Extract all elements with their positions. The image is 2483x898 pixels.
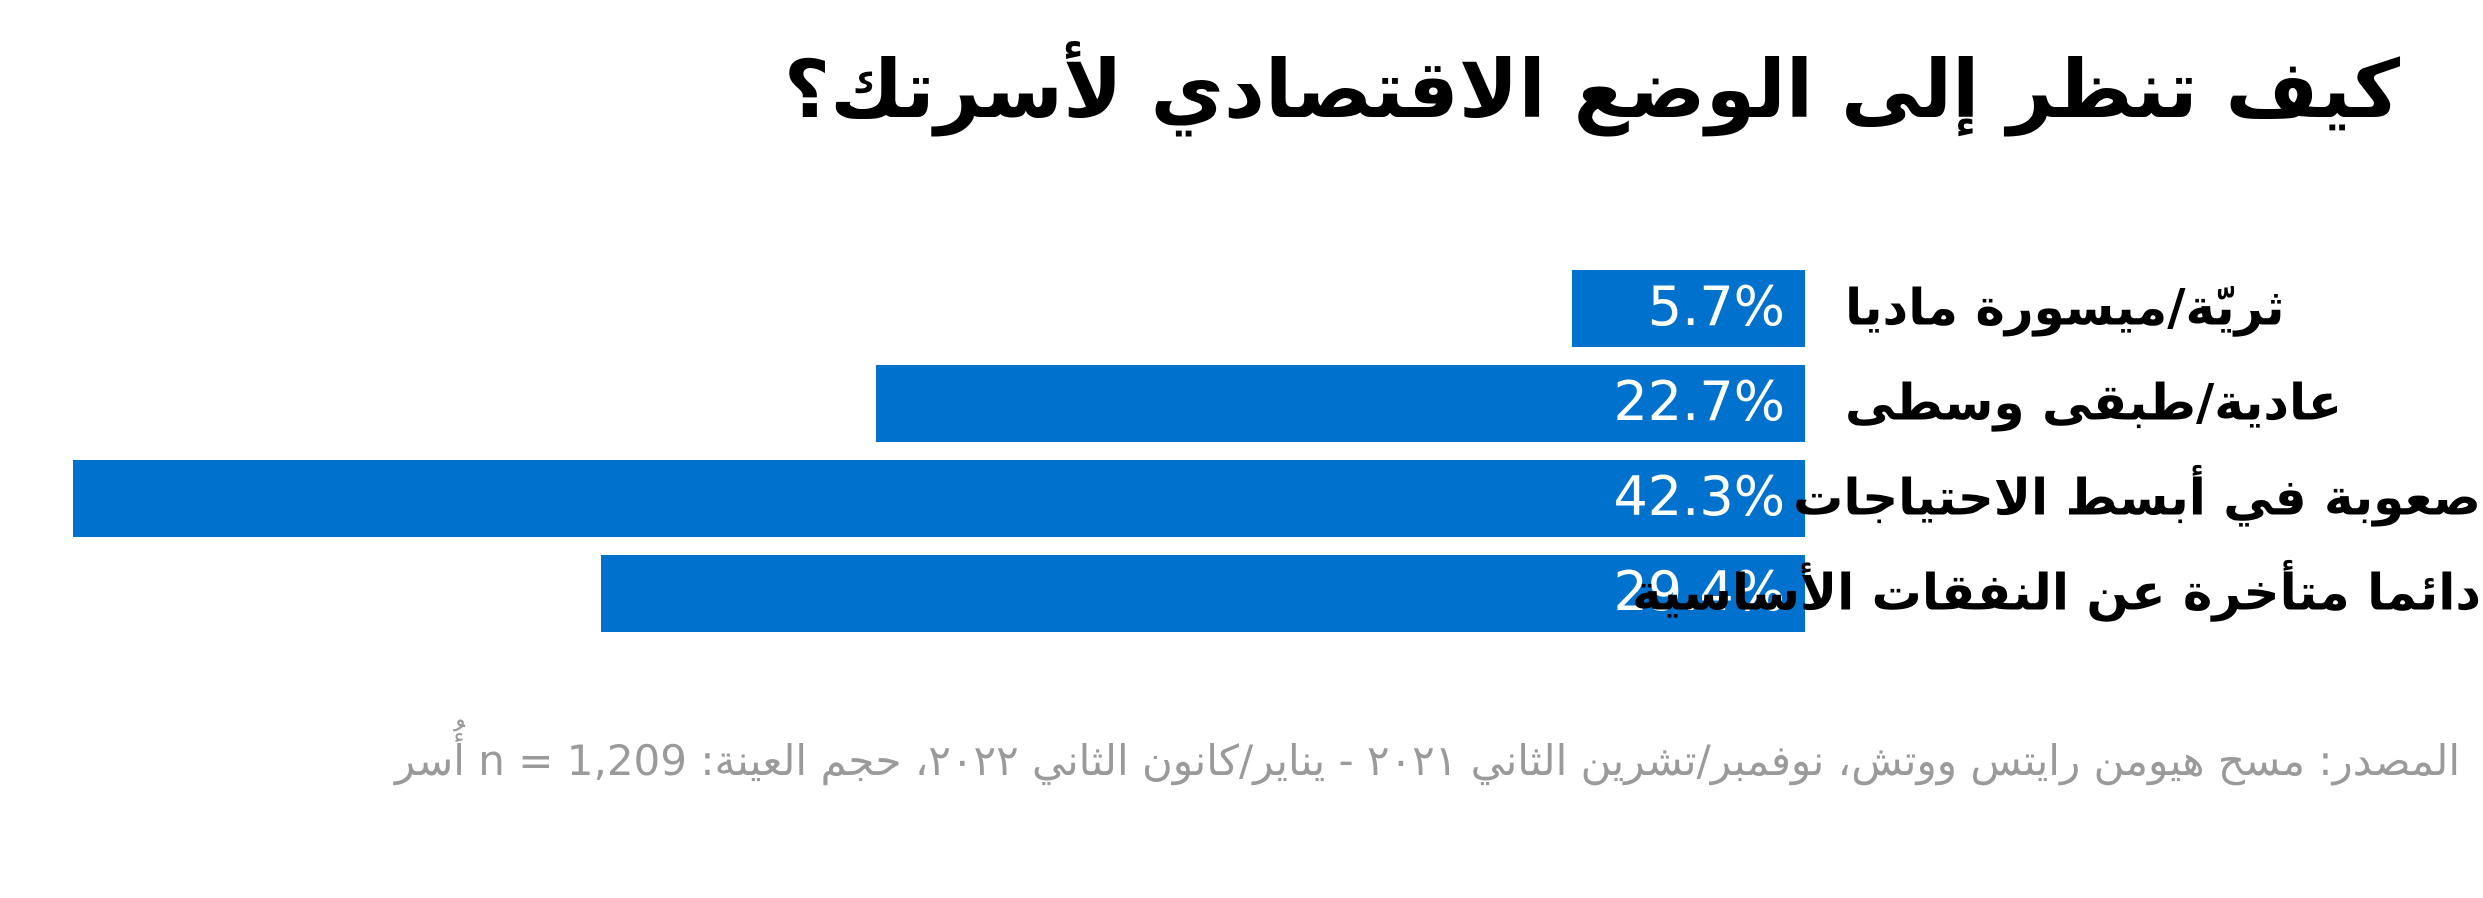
- bar-row: 29.4% دائما متأخرة عن النفقات الأساسية: [0, 555, 2483, 632]
- bar-category-label: ثريّة/ميسورة ماديا: [1845, 277, 2285, 336]
- bar-row: 5.7% ثريّة/ميسورة ماديا: [0, 270, 2483, 347]
- bar-row: 42.3% صعوبة في أبسط الاحتياجات: [0, 460, 2483, 537]
- bar-rows: 5.7% ثريّة/ميسورة ماديا 22.7% عادية/طبقى…: [0, 270, 2483, 650]
- source-note: المصدر: مسح هيومن رايتس ووتش، نوفمبر/تشر…: [394, 736, 2460, 785]
- bar-value-label: 42.3%: [1613, 464, 1785, 528]
- bar: 29.4%: [601, 555, 1805, 632]
- bar: 22.7%: [876, 365, 1805, 442]
- bar-category-label: صعوبة في أبسط الاحتياجات: [1793, 467, 2481, 526]
- bar-value-label: 5.7%: [1647, 274, 1785, 338]
- bar-category-label: دائما متأخرة عن النفقات الأساسية: [1632, 562, 2481, 621]
- bar-row: 22.7% عادية/طبقى وسطى: [0, 365, 2483, 442]
- bar: 5.7%: [1572, 270, 1805, 347]
- bar-category-label: عادية/طبقى وسطى: [1845, 372, 2342, 431]
- bar-value-label: 29.4%: [1613, 559, 1785, 623]
- bar-value-label: 22.7%: [1613, 369, 1785, 433]
- chart-title: كيف تنظر إلى الوضع الاقتصادي لأسرتك؟: [783, 43, 2400, 136]
- bar: 42.3%: [73, 460, 1805, 537]
